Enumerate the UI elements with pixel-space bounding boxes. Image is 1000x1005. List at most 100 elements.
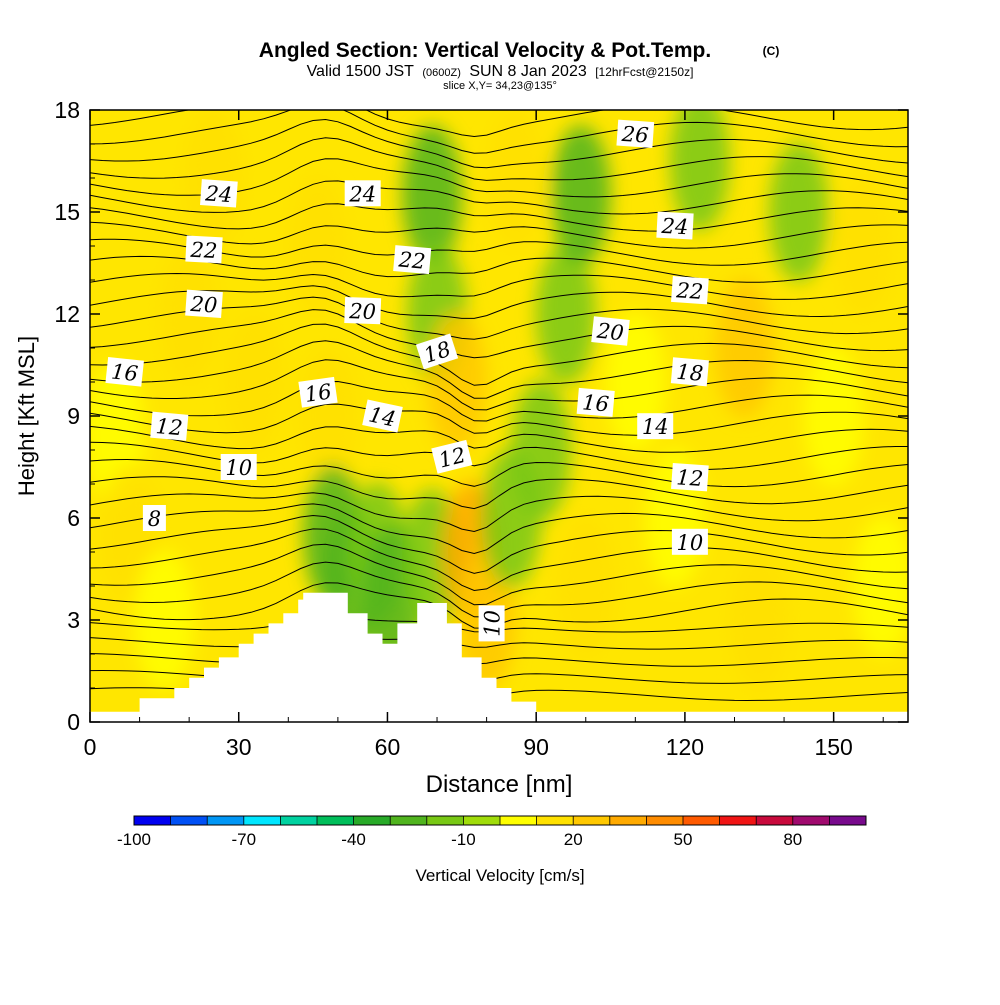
x-tick-label: 150 [814,734,852,760]
theta-contour-line-11 [90,492,908,533]
colorbar-label: Vertical Velocity [cm/s] [415,866,584,885]
theta-contour-line-29 [90,180,908,215]
contour-label-bg [185,289,223,319]
velocity-cell-13 [402,125,463,265]
colorbar-swatch [646,816,684,825]
velocity-cell-28 [729,550,790,690]
plot-area: 24 24 22 22 20 20 18 16 16 14 12 12 10 8 10 26 24 22 20 18 1… [90,110,908,722]
x-axis: 0 30 60 90 120 150 [84,110,884,760]
y-tick-label: 6 [67,505,80,531]
contour-label-text: 26 [620,122,649,148]
contour-label-bg [616,119,655,149]
theta-contour-line-21 [90,309,908,359]
contour-labels: 24 24 22 22 20 20 18 16 16 14 12 12 10 8 10 26 24 22 20 18 1… [105,119,709,642]
y-axis: 0 3 6 9 12 15 18 [54,97,908,735]
theta-contour-line-33 [90,110,908,154]
colorbar-tick-label: -100 [117,830,151,849]
contour-label-18: 20 [591,316,630,346]
contour-label-20: 16 [576,387,615,417]
contour-label-bg [142,505,166,531]
colorbar-tick-label: 50 [674,830,693,849]
contour-label-bg [637,413,674,440]
contour-label-12: 10 [220,454,257,480]
contour-label-text: 10 [225,456,252,480]
subtitle-valid: Valid 1500 JST [307,63,415,80]
colorbar-swatch [683,816,721,825]
contour-label-6: 18 [415,333,459,370]
colorbar-tick-label: 80 [783,830,802,849]
contour-label-text: 16 [581,390,610,416]
colorbar-swatch [573,816,611,825]
theta-contour-line-34 [90,110,908,138]
y-tick-label: 15 [54,199,80,225]
subtitle-forecast: [12hrFcst@2150z] [595,65,693,79]
contour-label-bg [150,411,189,441]
contour-label-bg [671,275,709,305]
contour-label-0: 24 [200,179,238,208]
contour-label-bg [415,333,459,370]
x-tick-label: 0 [84,734,97,760]
contour-label-text: 20 [595,319,625,346]
colorbar-swatch [609,816,647,825]
contour-label-4: 20 [185,289,223,319]
x-tick-label: 90 [523,734,549,760]
contour-label-bg [431,439,473,474]
contour-label-21: 14 [637,413,674,440]
colorbar-swatch [134,816,172,825]
contour-label-bg [393,245,432,275]
title-mark: (C) [763,44,780,58]
contour-label-text: 10 [481,610,505,637]
contour-label-bg [200,179,238,208]
contour-label-10: 12 [150,411,189,441]
contour-label-text: 16 [303,379,333,406]
contour-label-bg [671,528,708,555]
theta-contour-line-9 [90,514,908,574]
velocity-cell-7 [297,346,358,486]
colorbar-swatch [390,816,428,825]
contour-label-bg [105,356,144,387]
contour-label-19: 18 [670,357,709,387]
y-tick-label: 0 [67,709,80,735]
theta-contour-line-25 [90,255,908,283]
colorbar-tick-label: -70 [232,830,257,849]
x-tick-label: 30 [226,734,252,760]
contour-label-15: 26 [616,119,655,149]
colorbar-swatch [280,816,318,825]
contour-label-text: 12 [676,465,704,491]
colorbar-swatch [756,816,794,825]
contour-label-text: 18 [675,360,704,386]
x-axis-label: Distance [nm] [426,771,573,798]
contour-label-text: 10 [677,531,704,555]
colorbar-tick-label: -10 [451,830,476,849]
x-tick-label: 60 [375,734,401,760]
colorbar-swatch [463,816,501,825]
contour-label-bg [671,462,709,492]
colorbar-swatch [500,816,538,825]
contour-label-text: 24 [348,182,376,206]
colorbar-swatch [792,816,830,825]
theta-contour-line-17 [90,380,908,422]
y-tick-label: 12 [54,301,80,327]
theta-contour-line-8 [90,528,908,592]
y-tick-label: 18 [54,97,80,123]
colorbar-swatch [170,816,208,825]
theta-contour-line-27 [90,221,908,249]
colorbar-swatch [719,816,757,825]
velocity-cell-22 [550,125,611,265]
contour-label-17: 22 [671,275,709,305]
colorbar-swatch [536,816,574,825]
theta-contour-line-19 [90,340,908,399]
contour-label-text: 8 [148,507,161,531]
contour-label-bg [362,399,403,433]
contour-label-7: 16 [105,356,144,387]
contour-label-bg [220,454,257,480]
contour-label-bg [478,605,505,642]
velocity-cell-15 [426,312,487,452]
theta-contour-line-10 [90,503,908,555]
colorbar-swatch [426,816,464,825]
contour-label-bg [298,376,338,408]
theta-contour-line-24 [90,272,908,300]
contour-label-1: 24 [344,180,381,207]
colorbar: -100 -70 -40 -10 20 50 80 [117,815,867,849]
